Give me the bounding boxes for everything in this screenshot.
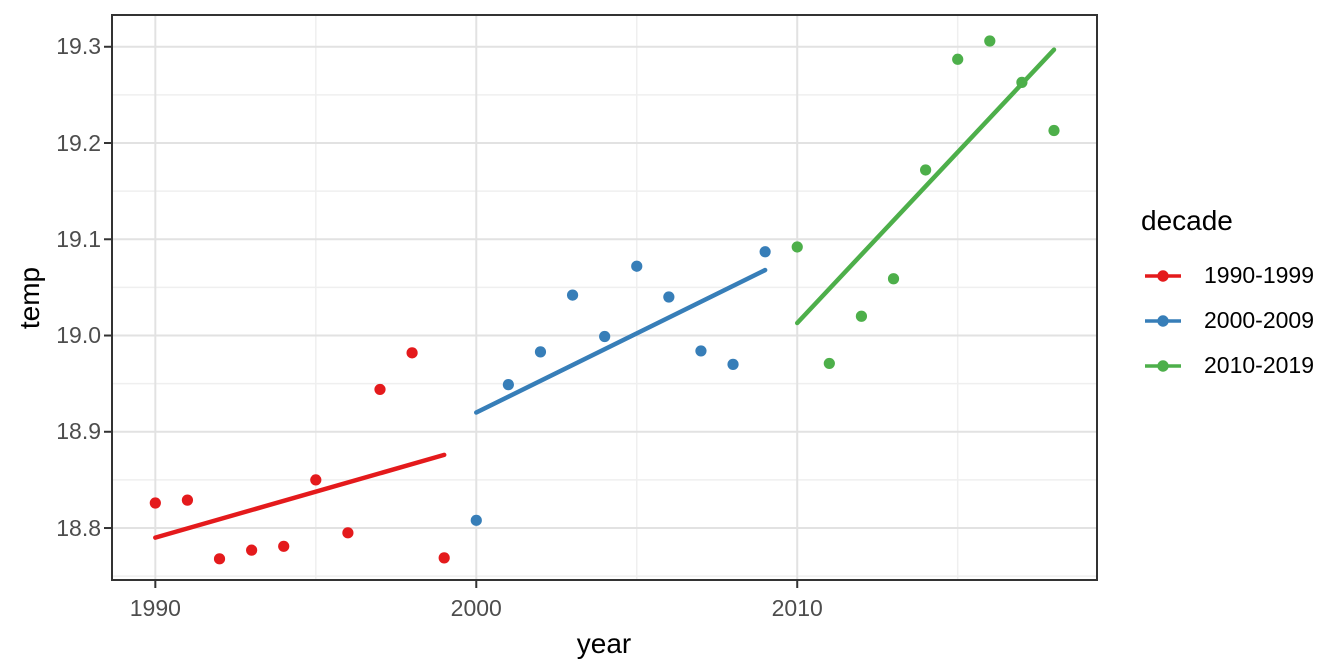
data-point bbox=[278, 540, 290, 552]
data-point bbox=[374, 383, 386, 396]
data-point bbox=[534, 346, 547, 358]
data-point bbox=[246, 544, 258, 556]
y-tick-label: 19.0 bbox=[56, 322, 101, 349]
data-point bbox=[470, 514, 482, 526]
legend-item-label: 1990-1999 bbox=[1204, 262, 1314, 288]
panel-border bbox=[111, 14, 1098, 581]
legend-item: 1990-1999 bbox=[1145, 253, 1314, 298]
legend-key-icon bbox=[1145, 269, 1181, 282]
data-point bbox=[181, 494, 194, 506]
legend-key-icon bbox=[1145, 359, 1181, 372]
data-point bbox=[823, 357, 835, 370]
x-axis-title: year bbox=[576, 628, 632, 659]
data-point bbox=[695, 345, 707, 357]
data-point bbox=[1048, 124, 1060, 137]
data-point bbox=[920, 164, 932, 176]
x-tick-label: 2000 bbox=[450, 595, 502, 621]
trend-line bbox=[794, 47, 1057, 326]
data-point bbox=[149, 497, 161, 509]
legend-title: decade bbox=[1141, 205, 1233, 236]
y-tick-label: 18.8 bbox=[56, 514, 101, 541]
legend-item: 2010-2019 bbox=[1145, 343, 1314, 388]
data-point bbox=[663, 291, 675, 303]
data-point bbox=[727, 358, 739, 370]
panel-background bbox=[112, 15, 1097, 580]
trend-line bbox=[153, 452, 447, 540]
data-point bbox=[502, 379, 514, 391]
data-point bbox=[791, 241, 803, 253]
data-point bbox=[887, 273, 900, 285]
x-tick-label: 2010 bbox=[771, 595, 823, 621]
x-tick-label: 1990 bbox=[129, 595, 181, 621]
data-point bbox=[855, 310, 868, 322]
data-point bbox=[566, 289, 579, 301]
data-point bbox=[631, 260, 643, 272]
legend-key-icon bbox=[1145, 314, 1181, 327]
data-point bbox=[406, 347, 418, 359]
trend-line bbox=[474, 267, 768, 415]
legend-item-label: 2000-2009 bbox=[1204, 307, 1314, 333]
y-tick-label: 19.3 bbox=[56, 33, 101, 60]
y-axis-title: temp bbox=[14, 266, 45, 330]
data-point bbox=[599, 330, 611, 343]
data-point bbox=[952, 53, 964, 65]
legend-item-label: 2010-2019 bbox=[1204, 352, 1314, 378]
legend-item: 2000-2009 bbox=[1145, 298, 1314, 343]
data-point bbox=[984, 35, 996, 47]
data-point bbox=[342, 527, 354, 539]
data-point bbox=[310, 474, 322, 486]
y-tick-label: 19.2 bbox=[56, 129, 101, 156]
data-point bbox=[213, 553, 226, 565]
y-tick-label: 19.1 bbox=[56, 225, 101, 252]
data-point bbox=[438, 552, 450, 564]
y-tick-label: 18.9 bbox=[56, 418, 101, 445]
data-point bbox=[759, 246, 771, 258]
